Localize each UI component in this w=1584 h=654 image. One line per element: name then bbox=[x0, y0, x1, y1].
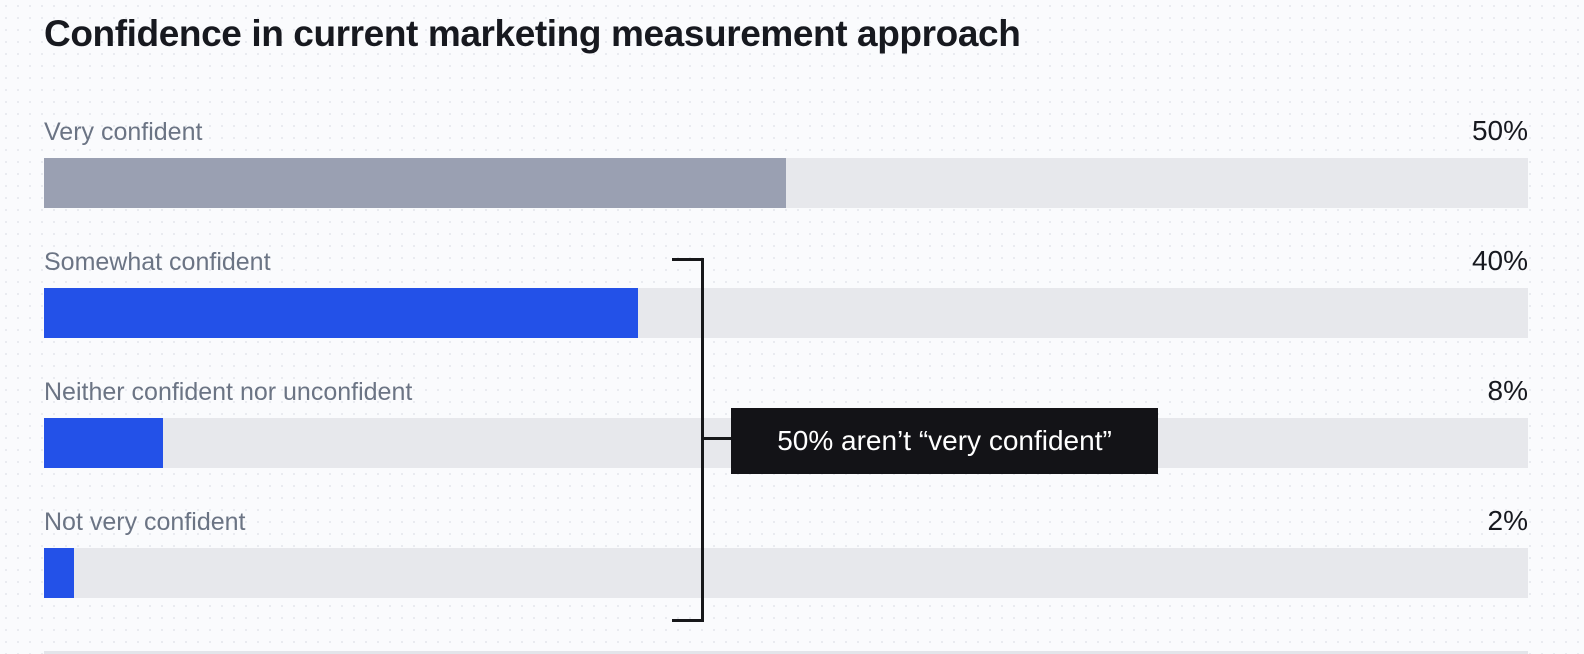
bar-chart: Confidence in current marketing measurem… bbox=[44, 0, 1528, 654]
bar-value: 8% bbox=[1487, 375, 1528, 406]
bar-label: Neither confident nor unconfident bbox=[44, 378, 413, 406]
bar-value: 40% bbox=[1471, 245, 1528, 276]
bar-track bbox=[44, 548, 1528, 598]
bar-value: 50% bbox=[1471, 115, 1528, 146]
bar-row-header: Very confident 50% bbox=[44, 116, 1528, 147]
chart-title: Confidence in current marketing measurem… bbox=[44, 13, 1021, 54]
bottom-divider bbox=[44, 651, 1528, 654]
annotation-bracket-bottom-tick bbox=[672, 619, 704, 622]
bar-fill bbox=[44, 288, 638, 338]
bar-row-header: Not very confident 2% bbox=[44, 506, 1528, 537]
bar-row-header: Neither confident nor unconfident 8% bbox=[44, 376, 1528, 407]
bar-label: Not very confident bbox=[44, 508, 246, 536]
annotation-bracket-connector bbox=[704, 437, 731, 440]
annotation-bracket-top-tick bbox=[672, 258, 704, 261]
bar-value: 2% bbox=[1487, 505, 1528, 536]
bar-row-header: Somewhat confident 40% bbox=[44, 246, 1528, 277]
bar-label: Very confident bbox=[44, 118, 203, 146]
bar-track bbox=[44, 158, 1528, 208]
annotation-bracket-line bbox=[701, 258, 704, 622]
bar-track bbox=[44, 288, 1528, 338]
bar-fill bbox=[44, 158, 786, 208]
bar-label: Somewhat confident bbox=[44, 248, 271, 276]
annotation-callout: 50% aren’t “very confident” bbox=[731, 408, 1158, 474]
bar-fill bbox=[44, 418, 163, 468]
bar-fill bbox=[44, 548, 74, 598]
